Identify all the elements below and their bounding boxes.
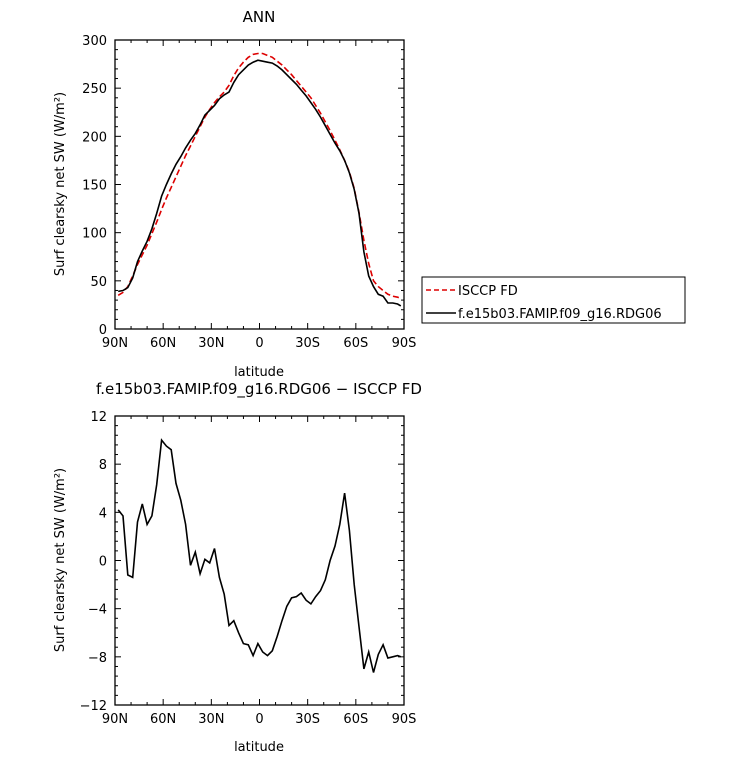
bottom-y-tick-label: 0 [99,555,107,570]
legend: ISCCP FD f.e15b03.FAMIP.f09_g16.RDG06 [421,276,686,324]
bottom-series-line-0 [117,438,402,673]
bottom-chart-title: f.e15b03.FAMIP.f09_g16.RDG06 − ISCCP FD [96,380,422,399]
bottom-y-tick-label: −12 [80,699,107,714]
bottom-x-axis-label: latitude [234,740,284,755]
top-series-layer [117,52,402,307]
top-plot-frame [114,39,405,330]
top-y-tick-label: 300 [82,34,107,49]
top-y-tick-label: 250 [82,82,107,97]
top-y-axis-label: Surf clearsky net SW (W/m²) [53,92,68,276]
bottom-plot-frame [114,415,405,706]
bottom-x-tick-label: 30N [198,712,224,727]
top-y-tick-label: 200 [82,130,107,145]
top-x-tick-label: 60S [343,336,368,351]
bottom-y-tick-label: 8 [99,458,107,473]
top-chart-title: ANN [243,8,276,26]
top-x-tick-label: 90N [102,336,128,351]
bottom-x-tick-label: 90N [102,712,128,727]
bottom-y-tick-label: 12 [90,410,107,425]
bottom-x-tick-label: 0 [255,712,263,727]
bottom-x-tick-label: 60S [343,712,368,727]
legend-label-isccp: ISCCP FD [458,284,518,299]
top-x-tick-label: 30N [198,336,224,351]
bottom-x-tick-label: 30S [295,712,320,727]
bottom-panel: f.e15b03.FAMIP.f09_g16.RDG06 − ISCCP FD … [53,380,422,755]
bottom-y-tick-label: −8 [88,651,107,666]
bottom-x-tick-label: 60N [150,712,176,727]
top-ticks: 90N 60N 30N 0 30S 60S 90S 0 50 100 150 200 250 300 [82,34,416,351]
top-y-tick-label: 50 [90,275,107,290]
top-series-line-1 [118,59,402,307]
top-series-line-0 [117,52,402,299]
top-x-tick-label: 90S [392,336,417,351]
top-x-tick-label: 0 [255,336,263,351]
top-x-tick-label: 60N [150,336,176,351]
top-y-tick-label: 100 [82,227,107,242]
bottom-y-tick-label: 4 [99,506,107,521]
top-y-tick-label: 0 [99,323,107,338]
legend-label-model: f.e15b03.FAMIP.f09_g16.RDG06 [458,307,662,322]
top-x-axis-label: latitude [234,365,284,380]
bottom-series-layer [117,438,402,673]
legend-box [421,276,686,324]
top-x-tick-label: 30S [295,336,320,351]
top-panel: ANN 90N 60N 30N 0 30S 60S 90S 0 50 100 150 200 250 30… [53,8,686,380]
bottom-x-tick-label: 90S [392,712,417,727]
top-y-tick-label: 150 [82,179,107,194]
bottom-ticks: 90N 60N 30N 0 30S 60S 90S −12 −8 −4 0 4 8 12 [80,410,417,727]
bottom-y-axis-label: Surf clearsky net SW (W/m²) [53,468,68,652]
bottom-y-tick-label: −4 [88,603,107,618]
